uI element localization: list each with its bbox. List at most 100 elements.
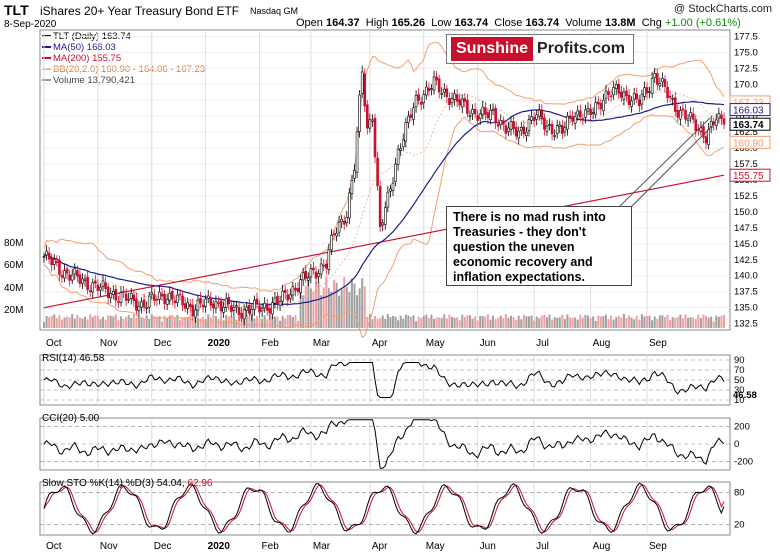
volume-bar xyxy=(71,314,74,328)
price-tag-box xyxy=(729,135,771,149)
volume-bar xyxy=(386,314,389,328)
candle-body xyxy=(353,170,356,179)
price-tick-label: 142.5 xyxy=(734,255,758,266)
bottom-month-label: Jul xyxy=(536,541,549,552)
price-tag-label: 155.75 xyxy=(733,171,764,182)
price-month-label: Apr xyxy=(372,338,388,349)
candle-body xyxy=(142,299,146,308)
volume-bar xyxy=(579,314,582,328)
volume-bar xyxy=(230,315,233,328)
bottom-month-label: Mar xyxy=(313,541,331,552)
volume-bar xyxy=(453,317,456,328)
candle-body xyxy=(91,282,95,293)
volume-bar xyxy=(84,316,87,328)
candle-body xyxy=(122,290,125,293)
candle-body xyxy=(178,293,182,296)
volume-bar xyxy=(191,319,194,328)
candle-body xyxy=(345,216,349,223)
volume-bar xyxy=(476,320,479,328)
volume-bar xyxy=(576,319,579,328)
volume-bar xyxy=(471,318,474,328)
volume-bar xyxy=(189,314,192,328)
volume-bar xyxy=(397,320,400,328)
volume-bar xyxy=(137,316,140,328)
candle-body xyxy=(530,116,533,121)
candle-body xyxy=(258,305,261,313)
candle-body xyxy=(686,118,690,121)
volume-bar xyxy=(166,317,169,328)
candle-body xyxy=(199,298,202,304)
candle-body xyxy=(458,99,461,106)
candle-body xyxy=(399,148,402,151)
price-tick-label: 172.5 xyxy=(734,63,758,74)
candle-body xyxy=(545,125,549,132)
candle-body xyxy=(486,112,490,119)
volume-bar xyxy=(312,291,315,328)
candle-body xyxy=(155,298,159,301)
volume-bar xyxy=(63,317,66,328)
candle-body xyxy=(666,86,669,99)
legend-volume-label: Volume 13,790,421 xyxy=(53,75,135,86)
volume-bar xyxy=(304,285,307,328)
volume-bar xyxy=(263,315,266,328)
candle-body xyxy=(227,297,231,305)
candle-body xyxy=(437,78,441,93)
volume-bar xyxy=(119,316,122,328)
legend-bb: BB(20,2.0) 160.90 - 164.06 - 167.23 xyxy=(42,64,205,75)
candle-body xyxy=(432,76,436,91)
volume-bar xyxy=(78,317,81,328)
volume-bar xyxy=(168,315,171,328)
sto-k-line xyxy=(43,482,725,535)
volume-bar xyxy=(433,318,436,328)
volume-bar xyxy=(45,315,48,328)
volume-bar xyxy=(651,320,654,328)
volume-bar xyxy=(253,318,256,328)
price-month-label: 2020 xyxy=(208,338,231,349)
candle-body xyxy=(612,86,615,96)
volume-bar xyxy=(309,288,312,328)
volume-bar xyxy=(604,314,607,328)
volume-bar xyxy=(209,317,212,328)
candle-body xyxy=(558,124,562,127)
volume-bar xyxy=(266,319,269,328)
candle-body xyxy=(173,300,177,304)
candle-body xyxy=(132,294,136,301)
candle-body xyxy=(455,94,459,102)
volume-bar xyxy=(358,288,361,328)
candle-body xyxy=(566,115,569,130)
candle-body xyxy=(150,292,154,295)
candle-body xyxy=(371,119,374,122)
candle-body xyxy=(471,109,474,115)
volume-bar xyxy=(702,314,705,328)
legend-ma200-label: MA(200) 155.75 xyxy=(53,53,122,64)
legend-ma50-swatch xyxy=(42,46,51,49)
volume-bar xyxy=(594,320,597,328)
candle-body xyxy=(376,157,379,187)
price-month-label: Sep xyxy=(649,338,667,349)
volume-bar xyxy=(561,314,564,328)
candle-body xyxy=(417,94,420,101)
chg-value: +1.00 (+0.61%) xyxy=(664,17,741,29)
volume-bar xyxy=(50,315,53,328)
volume-tick-label: 40M xyxy=(4,283,23,294)
volume-bar xyxy=(633,319,636,328)
candle-body xyxy=(129,293,133,299)
volume-bar xyxy=(522,314,525,328)
candle-body xyxy=(104,282,107,289)
candle-body xyxy=(571,116,574,122)
volume-bar xyxy=(348,291,351,328)
candle-body xyxy=(468,114,472,117)
candle-body xyxy=(291,286,295,296)
price-tick-label: 157.5 xyxy=(734,159,758,170)
candle-body xyxy=(502,120,505,125)
volume-bar xyxy=(153,316,156,328)
ohlc-summary: Open 164.37 High 165.26 Low 163.74 Close… xyxy=(296,17,741,29)
volume-bar xyxy=(417,316,420,328)
volume-bar xyxy=(114,314,117,328)
volume-bar xyxy=(73,318,76,328)
legend-bb-swatch xyxy=(42,68,51,71)
volume-bar xyxy=(687,317,690,328)
candle-body xyxy=(373,117,377,158)
candle-body xyxy=(94,280,97,284)
candle-body xyxy=(204,298,207,307)
